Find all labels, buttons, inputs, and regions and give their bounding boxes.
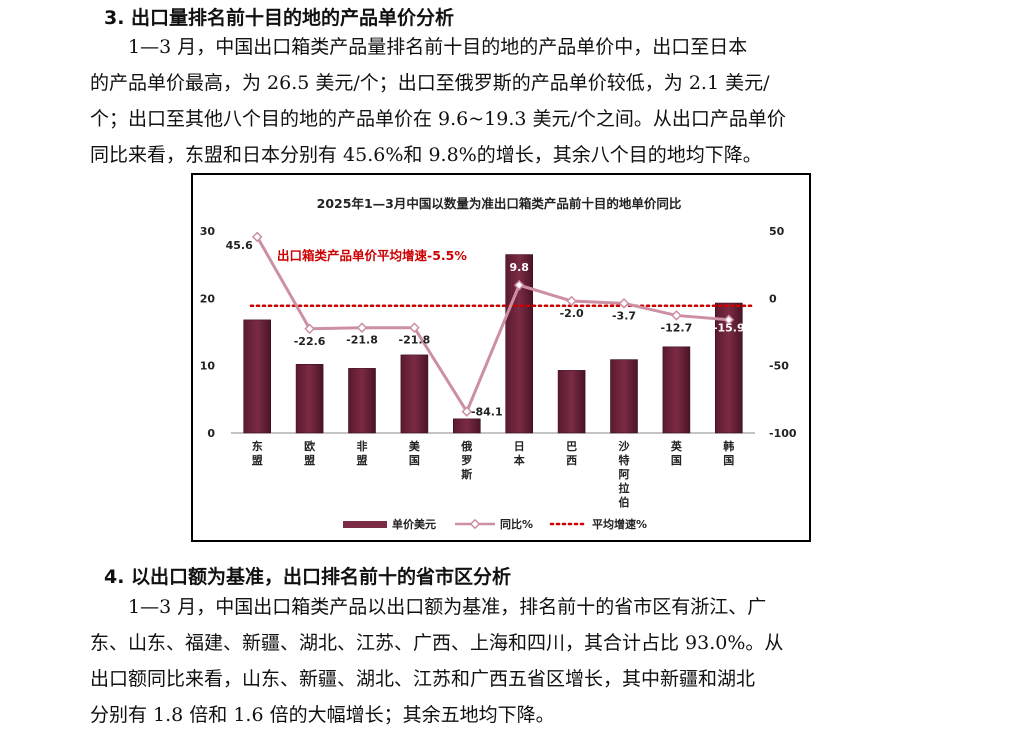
yoy-growth-point [251, 231, 263, 243]
category-label: 沙特阿拉伯 [619, 440, 630, 509]
chart-title: 2025年1—3月中国以数量为准出口箱类产品前十目的地单价同比 [317, 196, 682, 211]
category-label: 巴西 [566, 440, 577, 467]
yoy-growth-point [304, 323, 315, 335]
bar-unit-price [295, 364, 324, 434]
yoy-growth-point [671, 310, 682, 321]
legend-line-label: 同比% [500, 517, 533, 531]
legend-avg-label: 平均增速% [592, 517, 647, 531]
paragraph-line: 分别有 1.8 倍和 1.6 倍的大幅增长；其余五地均下降。 [90, 704, 555, 726]
yoy-data-label: 45.6 [226, 239, 253, 252]
bar-unit-price [348, 368, 376, 434]
left-axis-tick-label: 10 [200, 360, 216, 373]
yoy-data-label: -3.7 [612, 309, 636, 322]
yoy-growth-point [461, 406, 473, 417]
bar-unit-price [662, 346, 691, 434]
bar-unit-price [243, 319, 272, 434]
category-label: 美国 [409, 439, 421, 467]
yoy-growth-point [356, 322, 368, 333]
section-3-paragraph: 1—3 月，中国出口箱类产品量排名前十目的地的产品单价中，出口至日本 的产品单价… [90, 29, 918, 173]
paragraph-line: 个；出口至其他八个目的地的产品单价在 9.6~19.3 美元/个之间。从出口产品… [90, 108, 786, 130]
category-label: 东盟 [252, 439, 263, 467]
yoy-growth-line [255, 236, 729, 415]
bar-unit-price [610, 359, 638, 434]
section-4-paragraph: 1—3 月，中国出口箱类产品以出口额为基准，排名前十的省市区有浙江、广 东、山东… [90, 589, 918, 733]
left-axis-tick-label: 20 [200, 292, 216, 305]
legend-bar-swatch [343, 521, 387, 528]
yoy-data-label: -21.8 [399, 334, 431, 347]
paragraph-line: 1—3 月，中国出口箱类产品量排名前十目的地的产品单价中，出口至日本 [90, 36, 748, 58]
yoy-data-label: 9.8 [509, 261, 529, 274]
right-axis-tick-label: -50 [769, 360, 789, 373]
yoy-data-label: -2.0 [560, 307, 584, 320]
paragraph-line: 出口额同比来看，山东、新疆、湖北、江苏和广西五省区增长，其中新疆和湖北 [90, 668, 756, 690]
yoy-data-label: -15.9 [713, 322, 745, 335]
yoy-growth-point [513, 279, 525, 291]
category-label: 韩国 [723, 439, 734, 467]
unit-price-chart: 2025年1—3月中国以数量为准出口箱类产品前十目的地单价同比 出口箱类产品单价… [191, 173, 811, 542]
bar-unit-price [452, 418, 481, 434]
chart-canvas: 2025年1—3月中国以数量为准出口箱类产品前十目的地单价同比 出口箱类产品单价… [200, 196, 797, 531]
yoy-data-label: -12.7 [661, 321, 693, 334]
category-label: 英国 [670, 439, 683, 467]
paragraph-line: 1—3 月，中国出口箱类产品以出口额为基准，排名前十的省市区有浙江、广 [90, 596, 767, 618]
legend-line-marker [469, 518, 481, 530]
category-label: 日本 [514, 440, 525, 467]
bar-unit-price [400, 354, 429, 434]
left-axis-tick-label: 0 [207, 427, 215, 440]
yoy-data-label: -22.6 [294, 335, 326, 348]
paragraph-line: 同比来看，东盟和日本分别有 45.6%和 9.8%的增长，其余八个目的地均下降。 [90, 144, 762, 166]
yoy-data-label: -84.1 [471, 406, 503, 419]
paragraph-line: 东、山东、福建、新疆、湖北、江苏、广西、上海和四川，其合计占比 93.0%。从 [90, 632, 784, 654]
category-label: 欧盟 [304, 439, 315, 467]
section-3-heading: 3. 出口量排名前十目的地的产品单价分析 [104, 7, 455, 29]
yoy-growth-point [409, 322, 420, 333]
paragraph-line: 的产品单价最高，为 26.5 美元/个；出口至俄罗斯的产品单价较低，为 2.1 … [90, 72, 770, 94]
right-axis-tick-label: -100 [769, 427, 797, 440]
bar-unit-price [557, 370, 586, 434]
right-axis-tick-label: 0 [769, 292, 777, 305]
right-axis-tick-label: 50 [769, 225, 785, 238]
average-growth-annotation: 出口箱类产品单价平均增速-5.5% [277, 248, 467, 263]
category-label: 俄罗斯 [460, 439, 472, 481]
section-4-heading: 4. 以出口额为基准，出口排名前十的省市区分析 [104, 566, 512, 588]
category-label: 非盟 [357, 439, 368, 467]
yoy-growth-point [566, 295, 577, 307]
yoy-data-label: -21.8 [346, 334, 378, 347]
yoy-growth-point [723, 314, 735, 326]
left-axis-tick-label: 30 [200, 225, 216, 238]
yoy-growth-point [618, 298, 630, 309]
legend-bar-label: 单价美元 [392, 517, 436, 531]
